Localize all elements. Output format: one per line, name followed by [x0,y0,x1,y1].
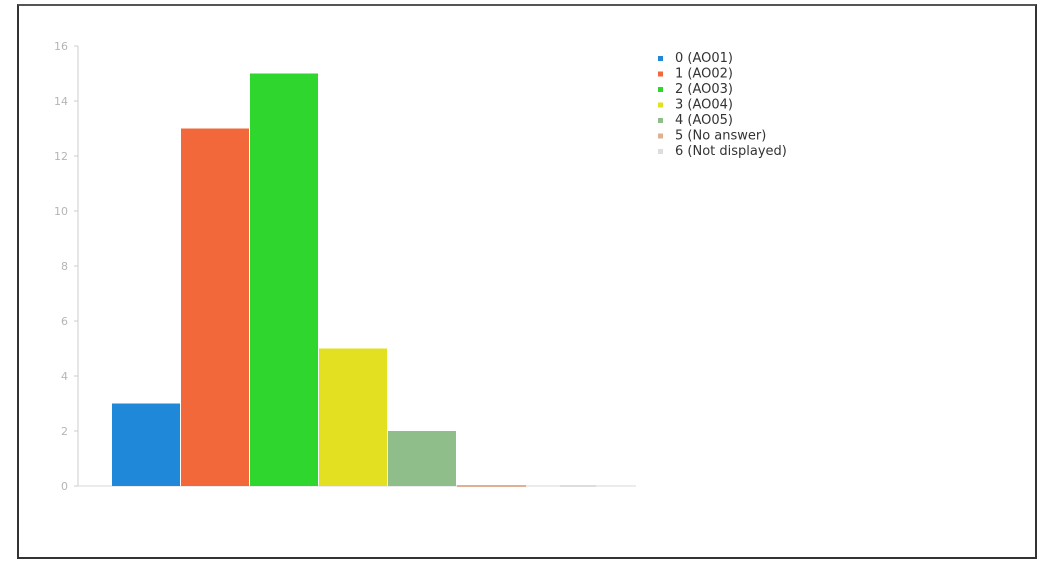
y-tick-label: 2 [61,425,68,438]
bar-5 [457,485,526,487]
legend-swatch-5 [658,133,663,139]
y-tick-label: 16 [54,40,68,53]
y-tick-label: 14 [54,95,68,108]
bar-6 [560,485,596,487]
bar-4 [388,431,456,486]
y-tick-label: 10 [54,205,68,218]
legend-label-3: 3 (AO04) [675,98,733,113]
legend-swatch-3 [658,102,663,108]
bar-0 [112,403,180,486]
legend-label-1: 1 (AO02) [675,67,733,82]
legend-swatch-4 [658,118,663,123]
legend-label-0: 0 (AO01) [675,51,733,66]
legend-swatch-2 [658,87,663,92]
legend: 0 (AO01)1 (AO02)2 (AO03)3 (AO04)4 (AO05)… [658,51,787,159]
bar-3 [319,348,387,486]
legend-swatch-6 [658,149,663,154]
legend-label-6: 6 (Not displayed) [675,144,787,159]
y-tick-label: 6 [61,315,68,328]
legend-label-4: 4 (AO05) [675,113,733,128]
legend-swatch-0 [658,56,663,61]
y-tick-label: 12 [54,150,68,163]
y-tick-label: 0 [61,480,68,493]
legend-swatch-1 [658,71,663,77]
y-tick-label: 4 [61,370,68,383]
bar-2 [250,73,318,486]
bar-layer [112,73,596,487]
y-tick-label: 8 [61,260,68,273]
legend-label-5: 5 (No answer) [675,129,766,144]
bar-1 [181,128,249,486]
legend-label-2: 2 (AO03) [675,82,733,97]
